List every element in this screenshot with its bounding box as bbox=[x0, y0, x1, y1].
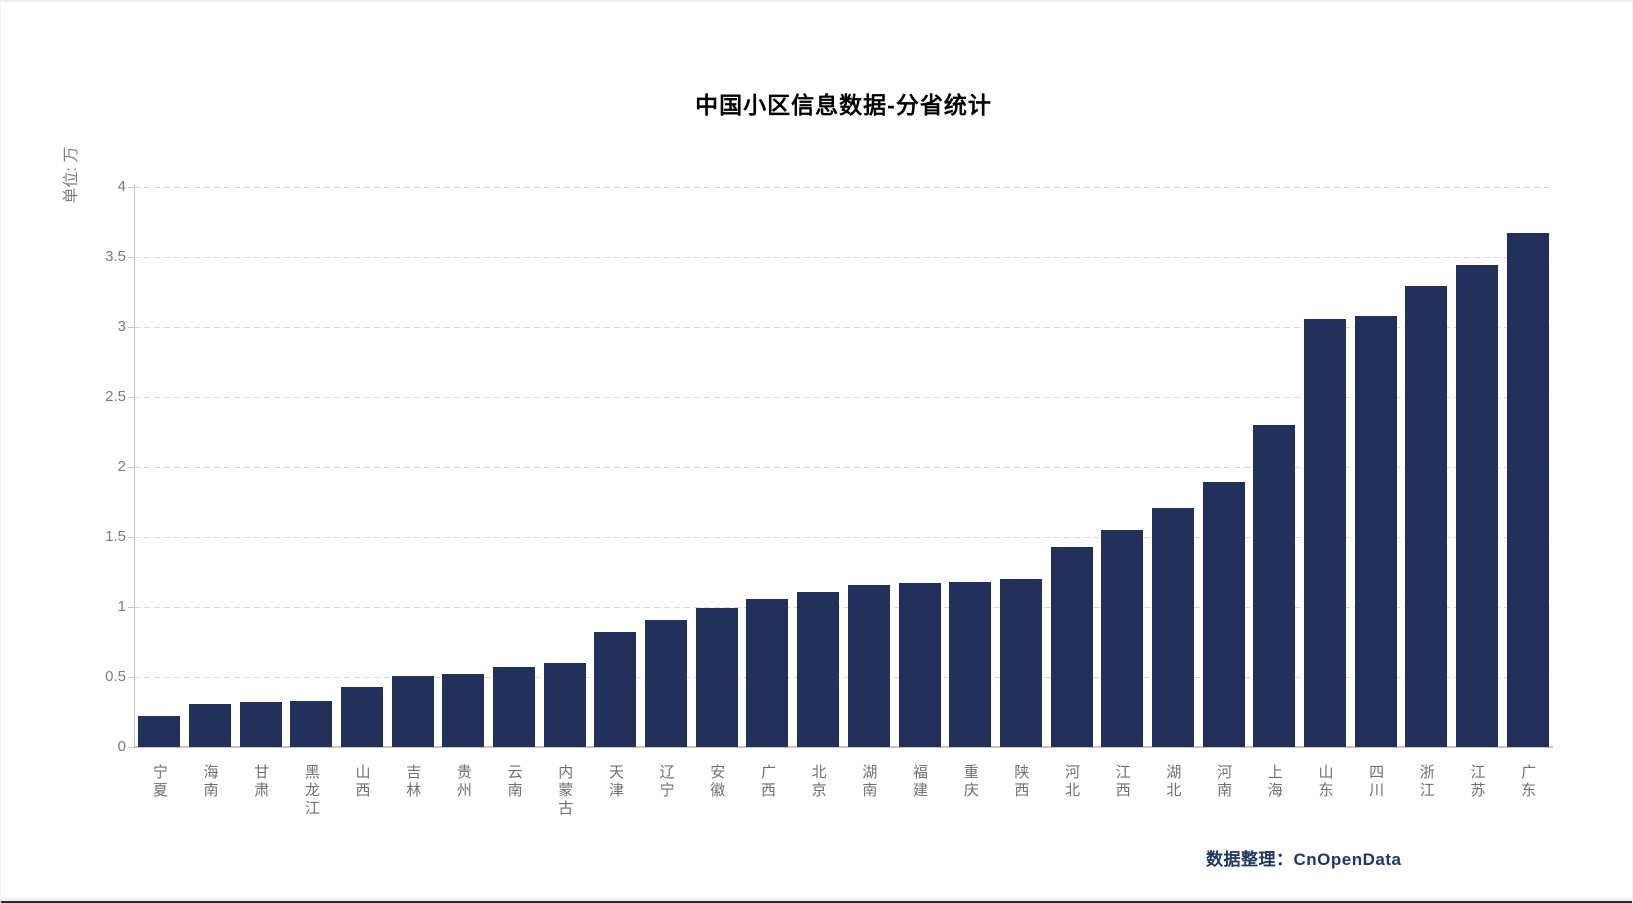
y-tick-label: 1.5 bbox=[105, 528, 126, 545]
gridline bbox=[134, 187, 1553, 188]
bar bbox=[290, 700, 333, 747]
x-tick-label: 辽宁 bbox=[657, 764, 675, 800]
x-axis-line bbox=[134, 746, 1553, 748]
gridline bbox=[134, 257, 1553, 258]
bar bbox=[746, 598, 789, 747]
x-tick-label: 江苏 bbox=[1468, 764, 1486, 800]
y-tick-mark bbox=[128, 677, 134, 678]
bar bbox=[847, 584, 890, 747]
y-tick-label: 4 bbox=[117, 178, 126, 195]
y-tick-label: 2.5 bbox=[105, 388, 126, 405]
x-tick-label: 北京 bbox=[809, 764, 827, 800]
x-tick-label: 山西 bbox=[353, 764, 371, 800]
bar bbox=[1506, 233, 1549, 747]
y-tick-mark bbox=[128, 537, 134, 538]
y-tick-label: 3 bbox=[117, 318, 126, 335]
bar bbox=[1405, 286, 1448, 747]
y-tick-mark bbox=[128, 747, 134, 748]
x-tick-label: 吉林 bbox=[404, 764, 422, 800]
bar bbox=[1202, 482, 1245, 747]
screen-bottom-edge bbox=[1, 901, 1632, 903]
x-tick-label: 宁夏 bbox=[150, 764, 168, 800]
y-tick-mark bbox=[128, 397, 134, 398]
x-tick-label: 天津 bbox=[606, 764, 624, 800]
y-tick-label: 0.5 bbox=[105, 668, 126, 685]
gridline bbox=[134, 397, 1553, 398]
bar bbox=[1354, 315, 1397, 747]
x-tick-label: 海南 bbox=[201, 764, 219, 800]
x-tick-label: 四川 bbox=[1367, 764, 1385, 800]
gridline bbox=[134, 607, 1553, 608]
x-tick-label: 浙江 bbox=[1417, 764, 1435, 800]
bar bbox=[189, 703, 232, 747]
x-tick-label: 河北 bbox=[1063, 764, 1081, 800]
chart-title: 中国小区信息数据-分省统计 bbox=[695, 92, 992, 118]
bar bbox=[1455, 265, 1498, 747]
gridline bbox=[134, 327, 1553, 328]
y-tick-mark bbox=[128, 327, 134, 328]
page-bottom-edge bbox=[1, 898, 1632, 901]
bar bbox=[1050, 546, 1093, 747]
bar bbox=[594, 632, 637, 747]
x-tick-label: 陕西 bbox=[1012, 764, 1030, 800]
x-tick-label: 云南 bbox=[505, 764, 523, 800]
x-tick-label: 湖南 bbox=[860, 764, 878, 800]
y-axis-line bbox=[134, 185, 135, 747]
x-tick-label: 贵州 bbox=[454, 764, 472, 800]
y-tick-mark bbox=[128, 607, 134, 608]
x-tick-label: 甘肃 bbox=[252, 764, 270, 800]
bar bbox=[239, 702, 282, 747]
bar bbox=[341, 686, 384, 747]
bar bbox=[1253, 425, 1296, 747]
bar bbox=[442, 674, 485, 747]
bar bbox=[1151, 507, 1194, 747]
gridline bbox=[134, 537, 1553, 538]
x-tick-label: 内蒙古 bbox=[556, 764, 574, 818]
x-tick-label: 黑龙江 bbox=[302, 764, 320, 818]
x-tick-label: 福建 bbox=[911, 764, 929, 800]
x-tick-label: 上海 bbox=[1265, 764, 1283, 800]
y-tick-mark bbox=[128, 187, 134, 188]
x-tick-label: 广东 bbox=[1519, 764, 1537, 800]
x-tick-label: 河南 bbox=[1215, 764, 1233, 800]
y-axis-title: 单位: 万 bbox=[63, 146, 80, 204]
gridline bbox=[134, 467, 1553, 468]
bar bbox=[391, 675, 434, 747]
bar bbox=[1101, 530, 1144, 747]
x-tick-label: 安徽 bbox=[708, 764, 726, 800]
bar bbox=[695, 608, 738, 747]
bar bbox=[949, 581, 992, 747]
x-tick-label: 湖北 bbox=[1164, 764, 1182, 800]
bar bbox=[898, 583, 941, 747]
y-tick-mark bbox=[128, 257, 134, 258]
bar bbox=[543, 663, 586, 747]
y-tick-mark bbox=[128, 467, 134, 468]
x-tick-label: 江西 bbox=[1113, 764, 1131, 800]
plot-area bbox=[134, 187, 1553, 747]
y-tick-label: 3.5 bbox=[105, 248, 126, 265]
y-tick-label: 1 bbox=[117, 598, 126, 615]
bar bbox=[138, 716, 181, 747]
bar bbox=[797, 591, 840, 747]
source-credit: 数据整理：CnOpenData bbox=[1206, 850, 1402, 869]
bar bbox=[493, 667, 536, 747]
bar bbox=[999, 579, 1042, 747]
gridline bbox=[134, 677, 1553, 678]
y-tick-label: 0 bbox=[117, 738, 126, 755]
x-tick-label: 广西 bbox=[758, 764, 776, 800]
bar bbox=[645, 619, 688, 747]
bar bbox=[1303, 318, 1346, 747]
x-tick-label: 山东 bbox=[1316, 764, 1334, 800]
y-tick-label: 2 bbox=[117, 458, 126, 475]
x-tick-label: 重庆 bbox=[961, 764, 979, 800]
